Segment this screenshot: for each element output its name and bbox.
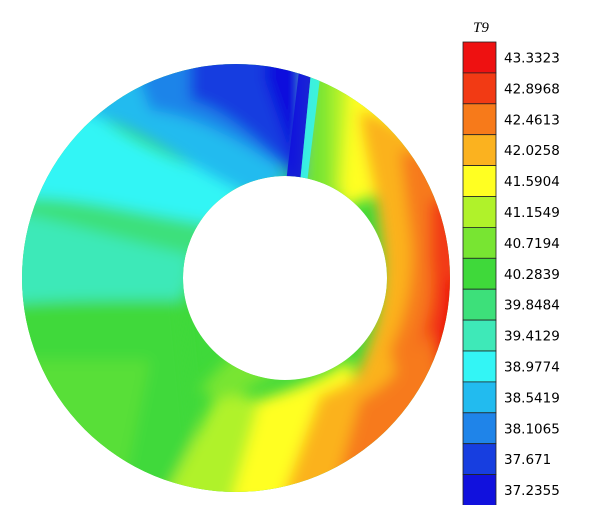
legend-swatch-0 [462, 41, 497, 74]
legend-label-12: 38.1065 [504, 421, 560, 437]
legend-label-14: 37.2355 [504, 483, 560, 499]
legend-swatches [462, 41, 497, 505]
legend-title: T9 [473, 20, 489, 36]
legend-label-9: 39.4129 [504, 329, 560, 345]
legend-swatch-14 [462, 474, 497, 505]
legend-swatch-7 [462, 257, 497, 290]
legend-label-6: 40.7194 [504, 236, 560, 252]
legend-swatch-3 [462, 134, 497, 166]
legend-swatch-6 [462, 226, 497, 259]
legend-label-13: 37.671 [504, 452, 551, 468]
legend-label-2: 42.4613 [504, 112, 560, 128]
inner-hole [184, 177, 386, 379]
legend-swatch-5 [462, 196, 497, 228]
legend-label-0: 43.3323 [504, 50, 560, 66]
color-legend: T9 43.3323 42.8968 42.4613 42.0258 41.5904 41… [462, 20, 560, 505]
legend-labels: 43.3323 42.8968 42.4613 42.0258 41.5904 41.15… [504, 50, 560, 499]
legend-swatch-9 [462, 319, 497, 352]
legend-swatch-12 [462, 412, 497, 445]
legend-label-11: 38.5419 [504, 390, 560, 406]
legend-label-4: 41.5904 [504, 174, 560, 190]
legend-swatch-13 [462, 443, 497, 476]
legend-swatch-4 [462, 165, 497, 197]
legend-swatch-2 [462, 103, 497, 136]
legend-swatch-10 [462, 350, 497, 383]
legend-swatch-11 [462, 381, 497, 414]
legend-swatch-8 [462, 288, 497, 321]
legend-swatch-1 [462, 72, 497, 105]
legend-label-1: 42.8968 [504, 81, 560, 97]
legend-label-5: 41.1549 [504, 205, 560, 221]
legend-label-8: 39.8484 [504, 298, 560, 314]
legend-label-3: 42.0258 [504, 143, 560, 159]
legend-label-10: 38.9774 [504, 359, 560, 375]
legend-label-7: 40.2839 [504, 267, 560, 283]
